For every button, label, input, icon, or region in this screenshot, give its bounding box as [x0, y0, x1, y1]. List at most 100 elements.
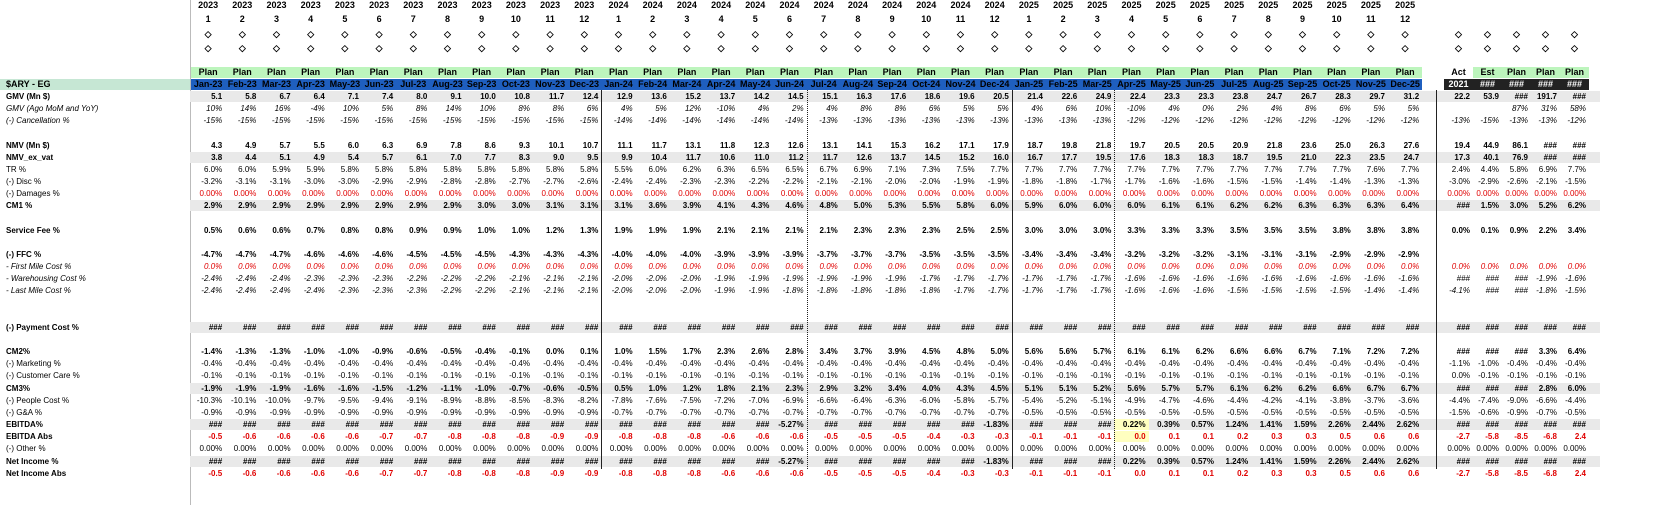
data-cell[interactable]: ###	[448, 456, 462, 466]
data-cell[interactable]: -2.2%	[474, 274, 496, 284]
data-cell[interactable]: ###	[311, 420, 325, 430]
data-cell[interactable]: 0.0%	[306, 262, 325, 272]
row-label[interactable]: Net Income Abs	[6, 468, 67, 478]
data-cell[interactable]: -0.1	[1029, 468, 1043, 478]
summary-cell[interactable]: 5.8%	[1509, 164, 1528, 174]
data-cell[interactable]: -1.5%	[1261, 177, 1283, 187]
data-cell[interactable]: 6%	[1339, 104, 1351, 114]
summary-cell[interactable]: 5.2%	[1538, 201, 1557, 211]
data-cell[interactable]: 1.24%	[1225, 420, 1249, 430]
header-marker-cell[interactable]: ◇	[204, 29, 212, 39]
data-cell[interactable]: 6.1%	[1195, 201, 1214, 211]
header-date-cell[interactable]: Jan-23	[191, 79, 226, 90]
data-cell[interactable]: ###	[721, 420, 736, 430]
header-date-cell[interactable]: Apr-23	[293, 79, 328, 90]
data-cell[interactable]: 0.00%	[986, 444, 1009, 454]
data-cell[interactable]: 11.7	[822, 152, 838, 162]
data-cell[interactable]: 1.9%	[682, 225, 701, 235]
data-cell[interactable]: 10%	[206, 104, 223, 114]
data-cell[interactable]: -0.4%	[1227, 359, 1249, 369]
data-cell[interactable]: -15%	[340, 116, 359, 126]
data-cell[interactable]: -4.3%	[509, 249, 530, 259]
data-cell[interactable]: 3.9%	[887, 347, 907, 357]
row-label[interactable]: (-) FFC %	[6, 249, 42, 259]
data-cell[interactable]: 6%	[586, 104, 599, 114]
header-plan-cell[interactable]: Plan	[943, 67, 978, 78]
data-cell[interactable]: -1.7%	[987, 286, 1009, 296]
data-cell[interactable]: 18.3	[1164, 152, 1180, 162]
data-cell[interactable]: 2.3%	[887, 225, 907, 235]
data-cell[interactable]: 1.41%	[1259, 420, 1283, 430]
summary-cell[interactable]: -4.4%	[1565, 395, 1586, 405]
header-date-cell[interactable]: Feb-24	[635, 79, 670, 90]
data-cell[interactable]: ###	[824, 420, 838, 430]
header-marker-cell[interactable]: ◇	[580, 29, 588, 39]
header-summary-cell[interactable]: Plan	[1531, 67, 1560, 78]
data-cell[interactable]: 0.0%	[545, 262, 565, 272]
data-cell[interactable]: -0.8	[516, 432, 530, 442]
header-marker-cell[interactable]: ◇	[922, 29, 930, 39]
data-cell[interactable]: -0.4%	[987, 359, 1009, 369]
data-cell[interactable]: 4.5%	[990, 383, 1009, 393]
data-cell[interactable]: 0.00%	[1362, 189, 1385, 199]
summary-cell[interactable]: 6.4%	[1567, 347, 1586, 357]
data-cell[interactable]: ###	[414, 420, 428, 430]
header-year-cell[interactable]: 2025	[1395, 0, 1416, 10]
data-cell[interactable]: ###	[756, 456, 770, 466]
data-cell[interactable]: -2.3%	[338, 286, 359, 296]
summary-cell[interactable]: 0.00%	[1447, 444, 1470, 454]
data-cell[interactable]: 2.3%	[785, 383, 804, 393]
summary-cell[interactable]: ###	[1456, 322, 1470, 332]
data-cell[interactable]: ###	[1303, 322, 1317, 332]
data-cell[interactable]: -0.4%	[1022, 359, 1043, 369]
data-cell[interactable]: 0.00%	[1054, 189, 1078, 199]
data-cell[interactable]: 0.00%	[438, 444, 462, 454]
data-cell[interactable]: 3.4%	[819, 347, 838, 357]
data-cell[interactable]: -9.7%	[303, 395, 325, 405]
header-year-cell[interactable]: 2023	[266, 0, 287, 10]
data-cell[interactable]: 1.9%	[648, 225, 667, 235]
header-date-cell[interactable]: Oct-24	[909, 79, 944, 90]
data-cell[interactable]: 0.00%	[1259, 189, 1283, 199]
data-cell[interactable]: -12%	[1126, 116, 1146, 126]
data-cell[interactable]: 2.1%	[751, 225, 770, 235]
data-cell[interactable]: -4.6%	[303, 249, 325, 259]
data-cell[interactable]: -5.8%	[953, 395, 975, 405]
data-cell[interactable]: 4.8%	[956, 347, 975, 357]
header-year-cell[interactable]: 2025	[1189, 0, 1210, 10]
summary-cell[interactable]: 17.3	[1454, 152, 1470, 162]
summary-cell[interactable]: 2.4	[1574, 468, 1586, 478]
data-cell[interactable]: 1.41%	[1259, 456, 1283, 466]
data-cell[interactable]: -0.5%	[1056, 407, 1078, 417]
summary-cell[interactable]: ###	[1572, 92, 1586, 101]
data-cell[interactable]: ###	[687, 420, 701, 430]
header-plan-cell[interactable]: Plan	[875, 67, 910, 78]
data-cell[interactable]: -0.1%	[1022, 371, 1043, 381]
summary-cell[interactable]: 7.7%	[1567, 164, 1586, 174]
data-cell[interactable]: -4.5%	[440, 249, 462, 259]
data-cell[interactable]: -1.7%	[1090, 274, 1112, 284]
data-cell[interactable]: -0.9%	[235, 407, 257, 417]
data-cell[interactable]: 0.0%	[443, 262, 462, 272]
data-cell[interactable]: -1.6%	[1124, 286, 1146, 296]
data-cell[interactable]: -7.6%	[645, 395, 667, 405]
data-cell[interactable]: 2.9%	[819, 383, 838, 393]
data-cell[interactable]: -0.9	[584, 468, 599, 478]
data-cell[interactable]: 4.3%	[751, 201, 770, 211]
data-cell[interactable]: 7.7%	[1264, 164, 1283, 174]
data-cell[interactable]: 10.4	[651, 152, 667, 162]
data-cell[interactable]: -2.1%	[577, 286, 599, 296]
header-marker-cell[interactable]: ◇	[409, 43, 417, 53]
data-cell[interactable]: -0.9%	[338, 407, 359, 417]
data-cell[interactable]: -13%	[1024, 116, 1043, 126]
header-marker-cell[interactable]: ◇	[444, 29, 451, 39]
summary-cell[interactable]: 6.0%	[1567, 383, 1586, 393]
summary-cell[interactable]: 0.00%	[1563, 189, 1586, 199]
data-cell[interactable]: 2.5%	[956, 225, 975, 235]
data-cell[interactable]: 6.3%	[1366, 201, 1385, 211]
data-cell[interactable]: 0.00%	[917, 444, 941, 454]
header-month-cell[interactable]: 1	[205, 14, 211, 24]
data-cell[interactable]: -14%	[613, 116, 633, 126]
header-marker-cell[interactable]: ◇	[1455, 29, 1462, 39]
data-cell[interactable]: -0.5%	[1124, 407, 1146, 417]
